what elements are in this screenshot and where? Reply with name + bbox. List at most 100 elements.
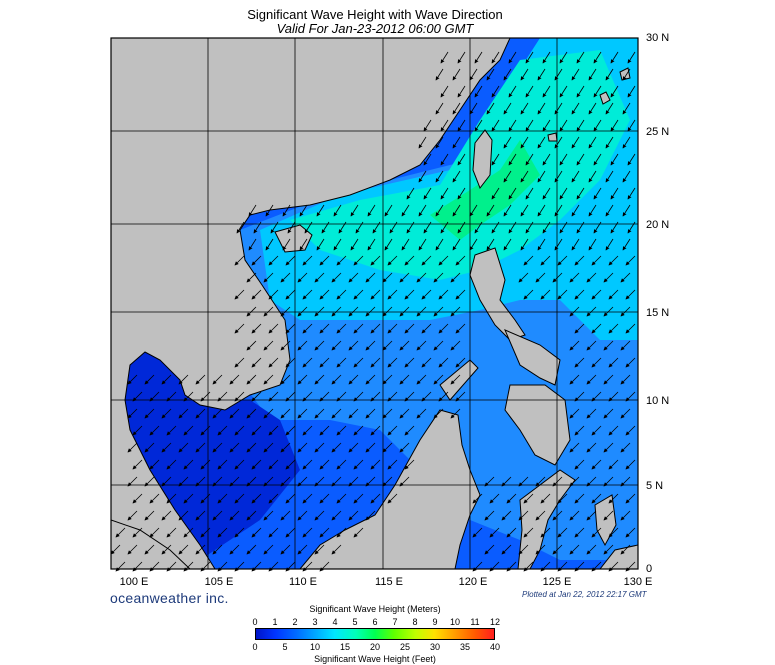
wave-direction-arrow [285, 255, 296, 266]
wave-direction-arrow [625, 357, 636, 368]
wave-direction-arrow [491, 85, 500, 98]
lon-label-115e: 115 E [375, 576, 403, 588]
wave-direction-arrow [161, 476, 172, 487]
wave-direction-arrow [353, 289, 364, 300]
wave-direction-arrow [433, 408, 444, 419]
wave-direction-arrow [537, 238, 546, 251]
wave-direction-arrow [265, 204, 274, 217]
wave-direction-arrow [503, 238, 512, 251]
wave-direction-arrow [251, 425, 262, 436]
wave-direction-arrow [542, 85, 551, 98]
wave-direction-arrow [348, 510, 359, 521]
wave-direction-arrow [520, 170, 529, 183]
wave-direction-arrow [421, 357, 432, 368]
wave-direction-arrow [161, 374, 172, 385]
wave-direction-arrow [321, 221, 330, 234]
wave-direction-arrow [353, 527, 364, 538]
lon-label-120e: 120 E [458, 576, 488, 588]
wave-direction-arrow [365, 510, 376, 521]
wave-direction-arrow [387, 459, 398, 470]
wave-direction-arrow [268, 255, 279, 266]
colorbar-meter-tick: 0 [252, 617, 258, 627]
wave-direction-arrow [552, 476, 563, 487]
colorbar-feet-tick: 35 [459, 642, 470, 652]
wave-direction-arrow [399, 272, 410, 283]
wave-direction-arrow [401, 238, 410, 251]
lat-label-5n: 5 N [646, 480, 664, 492]
wave-direction-arrow [416, 340, 427, 351]
lat-label-10n: 10 N [646, 395, 670, 407]
wave-direction-arrow [503, 68, 512, 81]
wave-direction-arrow [319, 255, 330, 266]
wave-direction-arrow [399, 476, 410, 487]
wave-direction-arrow [314, 476, 325, 487]
land-palawan [439, 359, 479, 401]
colorbar-feet-tick: 10 [309, 642, 320, 652]
wave-direction-arrow [540, 255, 551, 266]
wave-direction-arrow [586, 510, 597, 521]
colorbar-meter-tick: 6 [372, 617, 378, 627]
wave-direction-arrow [282, 204, 291, 217]
wave-direction-arrow [348, 306, 359, 317]
wave-direction-arrow [404, 425, 415, 436]
wave-direction-arrow [608, 255, 619, 266]
wave-direction-arrow [627, 153, 636, 166]
wave-direction-arrow [302, 323, 313, 334]
lon-label-130e: 130 E [623, 576, 653, 588]
wave-direction-arrow [370, 459, 381, 470]
wave-direction-arrow [302, 459, 313, 470]
wave-direction-arrow [280, 272, 291, 283]
wave-direction-arrow [285, 459, 296, 470]
wave-direction-arrow [450, 272, 461, 283]
wave-direction-arrow [127, 442, 138, 453]
wave-direction-arrow [234, 255, 245, 266]
wave-direction-arrow [591, 459, 602, 470]
wave-direction-arrow [452, 102, 461, 115]
wave-direction-arrow [416, 272, 427, 283]
wave-direction-arrow [127, 476, 138, 487]
wave-direction-arrow [457, 119, 466, 132]
wave-direction-arrow [348, 408, 359, 419]
wave-direction-arrow [144, 408, 155, 419]
wave-direction-arrow [115, 527, 126, 538]
wave-direction-arrow [387, 289, 398, 300]
wave-direction-arrow [263, 340, 274, 351]
wave-direction-arrow [248, 204, 257, 217]
wave-direction-arrow [501, 476, 512, 487]
colorbar-feet-tick: 0 [252, 642, 258, 652]
wave-direction-arrow [610, 119, 619, 132]
wave-direction-arrow [474, 85, 483, 98]
wave-direction-arrow [569, 544, 580, 555]
wave-direction-arrow [348, 476, 359, 487]
wave-direction-arrow [229, 374, 240, 385]
wave-direction-arrow [132, 459, 143, 470]
wave-direction-arrow [302, 357, 313, 368]
wave-direction-arrow [591, 493, 602, 504]
wave-direction-arrow [450, 306, 461, 317]
wave-direction-arrow [559, 51, 568, 64]
wave-direction-arrow [421, 323, 432, 334]
wave-direction-arrow [433, 272, 444, 283]
wave-direction-arrow [574, 425, 585, 436]
land-asia-mainland [111, 38, 511, 569]
wave-direction-arrow [591, 391, 602, 402]
wave-direction-arrow [319, 425, 330, 436]
wave-direction-arrow [503, 204, 512, 217]
wave-direction-arrow [625, 459, 636, 470]
colorbar-meter-tick: 9 [432, 617, 438, 627]
wave-direction-arrow [440, 119, 449, 132]
colorbar-title-meters: Significant Wave Height (Meters) [309, 604, 441, 614]
wave-direction-arrow [406, 221, 415, 234]
colorbar-feet-tick: 20 [369, 642, 380, 652]
wave-direction-arrow [620, 306, 631, 317]
wave-direction-arrow [559, 119, 568, 132]
wave-direction-arrow [622, 204, 631, 217]
wave-direction-arrow [251, 255, 262, 266]
wave-direction-arrow [319, 493, 330, 504]
wave-direction-arrow [200, 527, 211, 538]
colorbar-feet-tick: 25 [399, 642, 410, 652]
wave-direction-arrow [336, 425, 347, 436]
wave-direction-arrow [365, 442, 376, 453]
wave-direction-arrow [423, 187, 432, 200]
wave-direction-arrow [178, 442, 189, 453]
